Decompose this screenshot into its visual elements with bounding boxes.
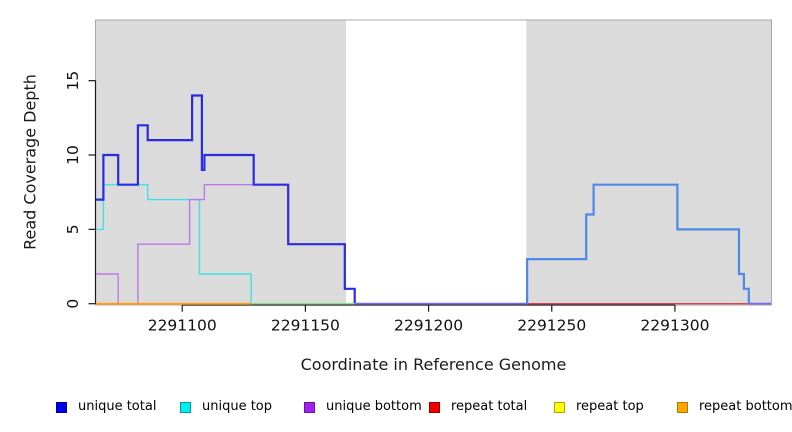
legend-item-repeat-top: repeat top (554, 397, 644, 417)
series-path-unique-total-right (525, 183, 750, 304)
legend-swatch-icon (180, 401, 191, 413)
legend-label: unique total (78, 399, 157, 414)
y-tick-label: 15 (64, 71, 82, 91)
legend-item-unique-top: unique top (180, 397, 272, 417)
legend-swatch-icon (677, 401, 688, 413)
x-tick-label: 2291200 (394, 317, 463, 335)
legend-item-repeat-total: repeat total (429, 397, 527, 417)
y-axis-title: Read Coverage Depth (20, 74, 40, 250)
x-tick-label: 2291100 (148, 317, 217, 335)
legend-item-repeat-bottom: repeat bottom (677, 397, 792, 417)
legend-swatch-icon (429, 401, 440, 413)
x-tick-label: 2291250 (517, 317, 586, 335)
x-axis-title: Coordinate in Reference Genome (300, 355, 567, 374)
series-path-unique-top-left (96, 183, 252, 304)
y-tick-label: 5 (64, 224, 82, 234)
chart-legend: unique total unique top unique bottom repea… (0, 397, 792, 421)
x-tick-label: 2291300 (640, 317, 709, 335)
legend-item-unique-bottom: unique bottom (304, 397, 422, 417)
legend-swatch-icon (304, 401, 315, 413)
legend-label: repeat bottom (699, 399, 792, 414)
aligned-region-left (96, 20, 347, 305)
x-tick-label: 2291150 (271, 317, 340, 335)
y-tick-label: 0 (64, 299, 82, 309)
chart-canvas: 2291100 2291150 2291200 2291250 2291300 0 5 10 1… (64, 19, 772, 335)
legend-label: repeat top (576, 399, 644, 414)
legend-label: repeat total (451, 399, 528, 414)
legend-label: unique bottom (326, 399, 422, 414)
legend-swatch-icon (554, 401, 565, 413)
series-path-unique-total-left (96, 94, 356, 304)
aligned-region-right (526, 20, 771, 305)
legend-swatch-icon (56, 401, 67, 413)
y-tick-label: 10 (64, 145, 82, 165)
legend-item-unique-total: unique total (56, 397, 156, 417)
legend-label: unique top (202, 399, 273, 414)
